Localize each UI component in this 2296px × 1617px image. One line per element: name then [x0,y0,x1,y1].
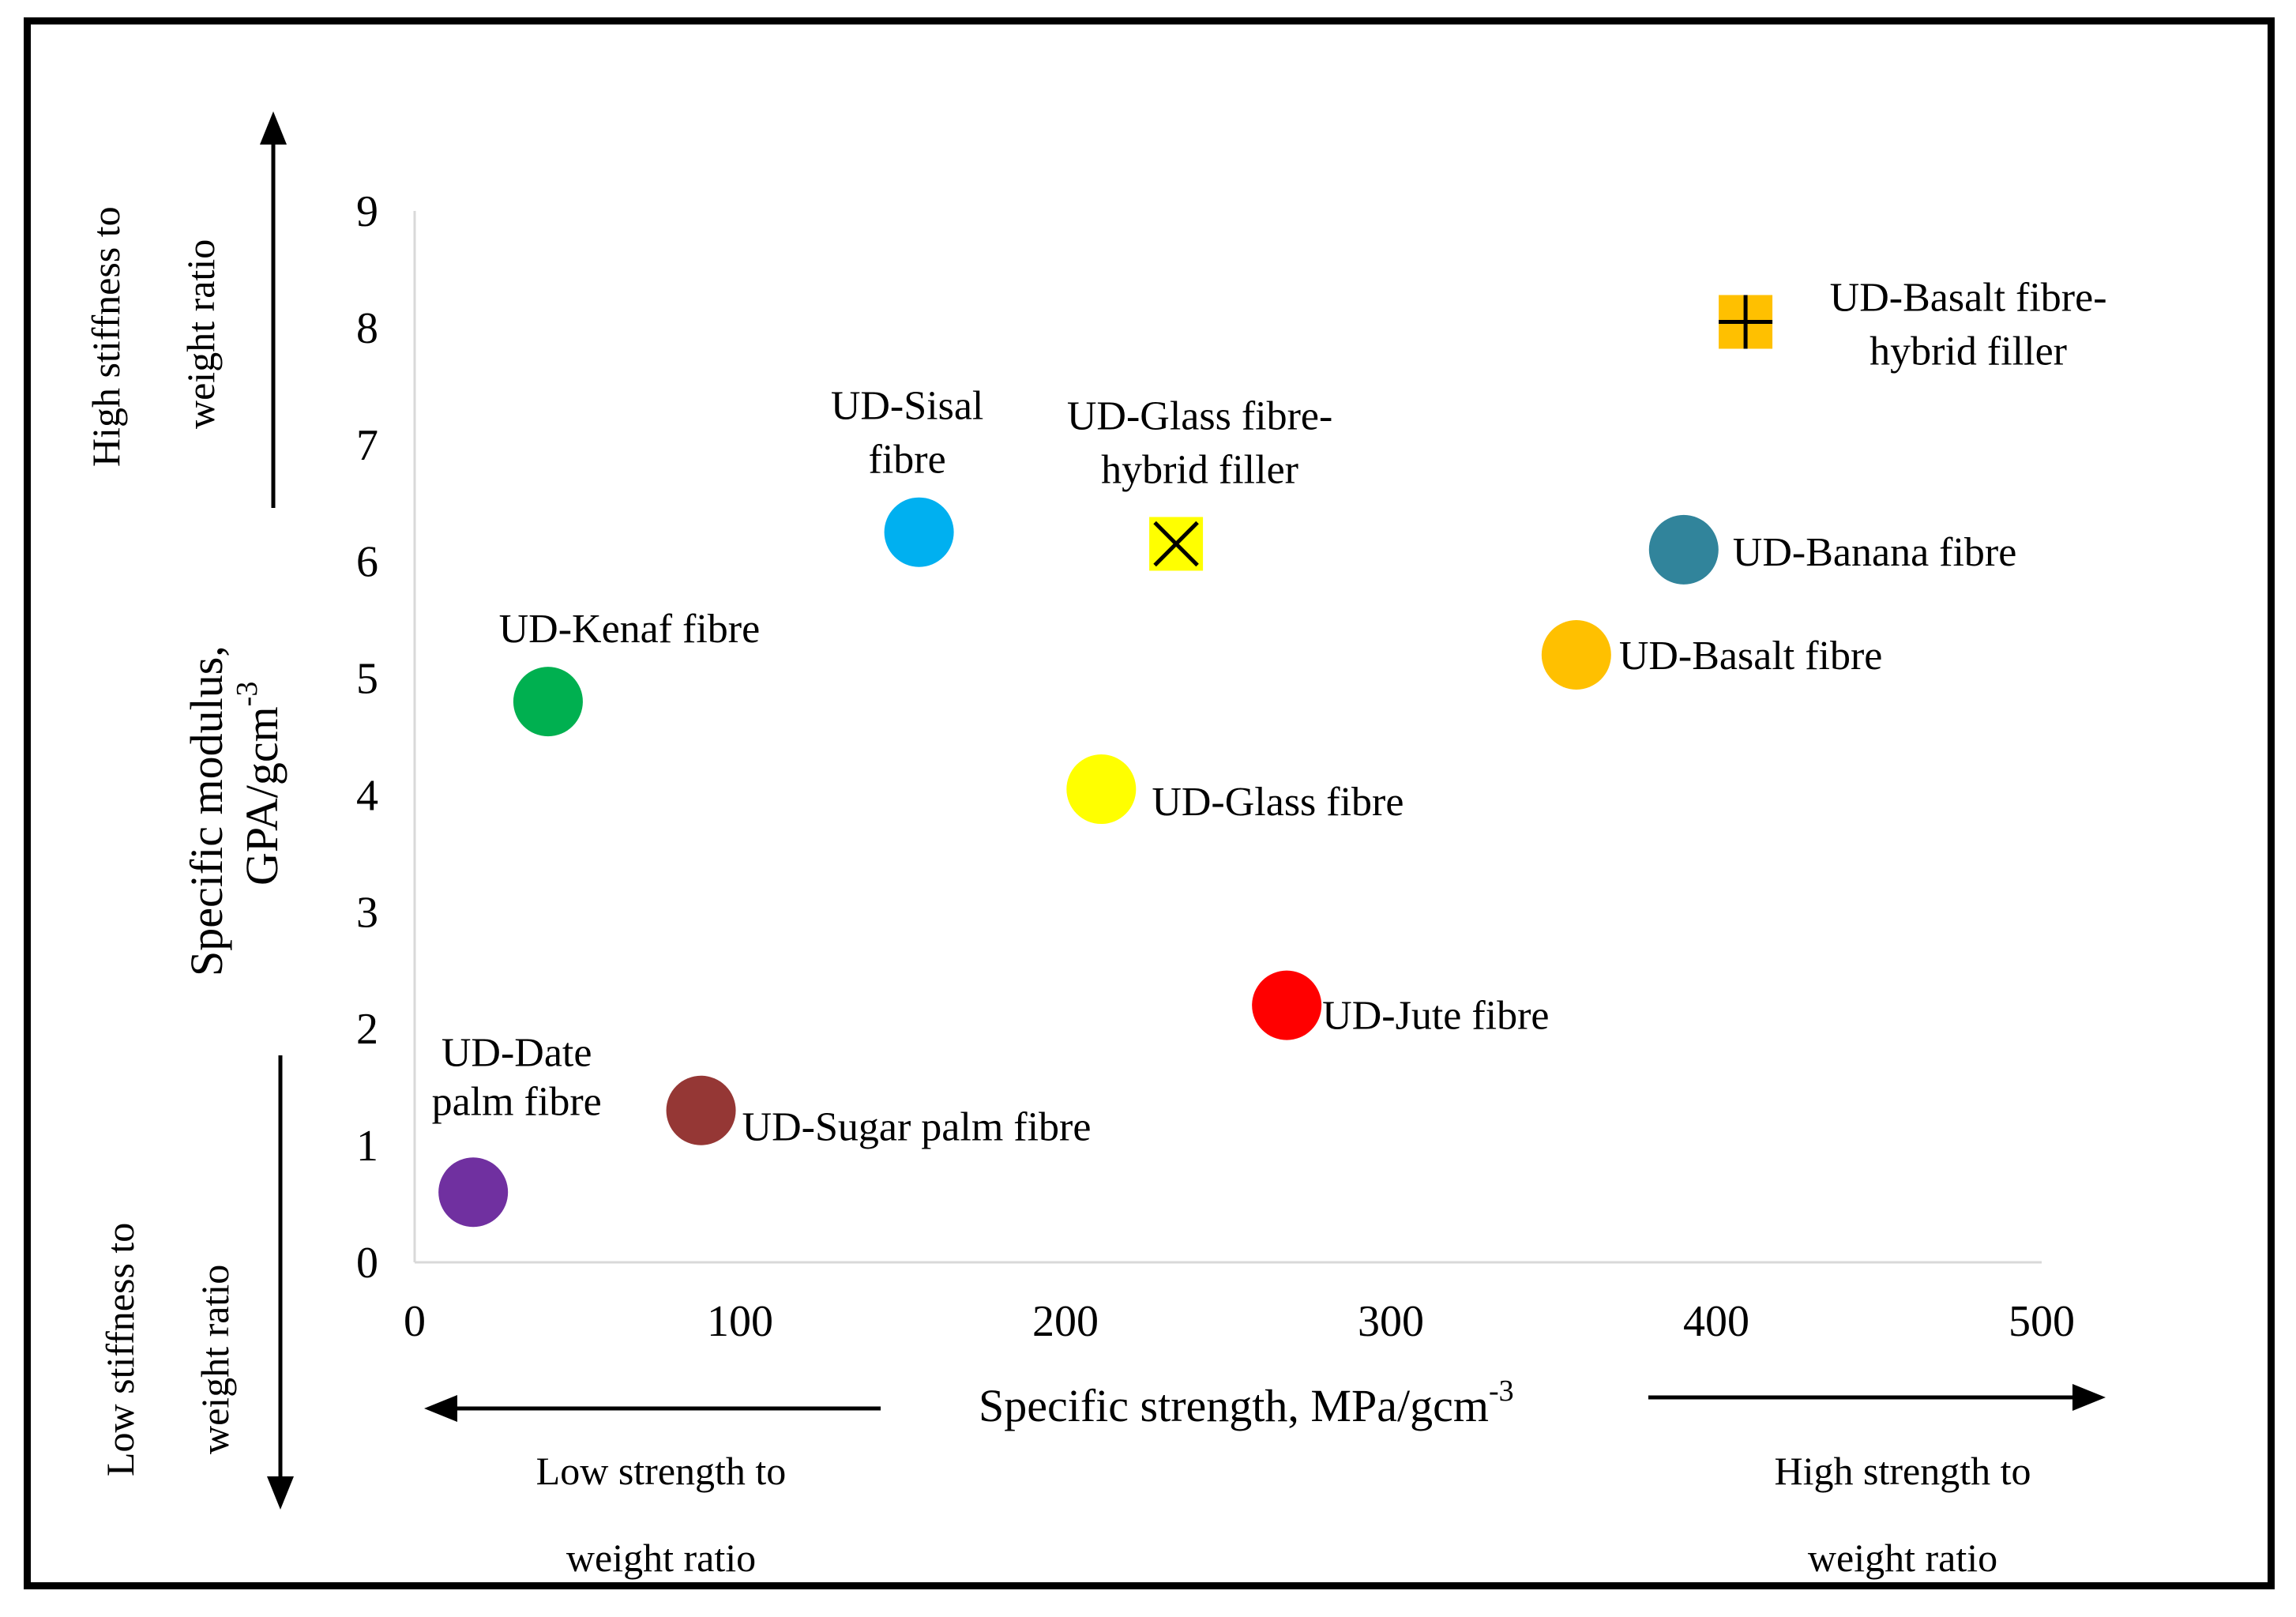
data-label-line: UD-Sugar palm fibre [742,1105,1092,1150]
y-tick-labels: 0 1 2 3 4 5 6 7 8 9 [356,187,378,1288]
y-axis-title-line2-group: GPA/gcm-3 [231,682,287,886]
high-strength-line1: High strength to [1775,1449,2031,1493]
data-point [1066,754,1137,825]
low-stiffness-label: Low stiffness to weight ratio [98,1223,237,1476]
data-points [438,295,1773,1228]
data-label-line: UD-Banana fibre [1733,530,2017,575]
data-label: UD-Kenaf fibre [499,607,761,652]
data-label: UD-Glass fibre [1152,780,1404,825]
low-stiffness-arrowhead [267,1476,294,1510]
x-tick-labels: 0 100 200 300 400 500 [404,1297,2075,1346]
x-tick-label: 300 [1358,1297,1424,1346]
y-tick-label: 8 [356,304,378,353]
data-point [884,497,954,567]
cross-mark [1153,521,1199,567]
x-tick-label: 0 [404,1297,426,1346]
data-label: UD-Sisal fibre [831,384,984,483]
y-axis-title-superscript: -3 [231,682,264,707]
data-label: UD-Jute fibre [1322,994,1549,1039]
low-strength-line2: weight ratio [566,1536,756,1580]
y-tick-label: 7 [356,421,378,470]
data-point [1541,619,1611,690]
data-point [513,667,583,737]
y-axis-title-line2: GPA/gcm-3 [231,682,287,886]
data-label: UD-Glass fibre-hybrid filler [1067,393,1332,492]
data-label: UD-Basalt fibre [1619,634,1883,679]
y-tick-label: 2 [356,1005,378,1054]
data-point [666,1075,736,1145]
y-tick-label: 5 [356,655,378,704]
data-label-line: UD-Basalt fibre [1619,634,1883,679]
x-tick-label: 200 [1032,1297,1099,1346]
y-tick-label: 3 [356,888,378,937]
data-label-line: UD-Jute fibre [1322,994,1549,1039]
data-label-line: palm fibre [432,1079,602,1124]
high-stiffness-line1: High stiffness to [84,206,128,467]
scatter-chart: 0 1 2 3 4 5 6 7 8 9 0 100 200 300 400 500 Specific str… [84,111,2107,1580]
data-label: UD-Sugar palm fibre [742,1105,1092,1150]
x-tick-label: 400 [1683,1297,1749,1346]
data-label-line: hybrid filler [1869,329,2067,374]
data-label-line: hybrid filler [1101,447,1298,492]
high-stiffness-arrowhead [260,111,287,145]
y-tick-label: 1 [356,1122,378,1171]
y-tick-label: 0 [356,1239,378,1288]
data-point [438,1157,509,1228]
data-point [1648,514,1719,585]
data-label: UD-Banana fibre [1733,530,2017,575]
x-axis-title-text: Specific strength, MPa/gcm [979,1380,1489,1431]
data-label-line: UD-Glass fibre [1152,780,1404,825]
high-strength-arrowhead [2072,1384,2106,1411]
x-tick-label: 100 [707,1297,773,1346]
data-label: UD-Date palm fibre [432,1030,602,1124]
data-label-line: UD-Glass fibre- [1067,393,1332,438]
high-stiffness-line2: weight ratio [178,239,223,429]
data-label-line: UD-Kenaf fibre [499,607,761,652]
data-point-square [1149,517,1204,571]
high-stiffness-label: High stiffness to weight ratio [84,206,223,467]
data-label: UD-Basalt fibre-hybrid filler [1830,275,2107,374]
chart-frame: 0 1 2 3 4 5 6 7 8 9 0 100 200 300 400 500 Specific str… [24,17,2275,1589]
data-label-line: UD-Basalt fibre- [1830,275,2107,320]
x-tick-label: 500 [2009,1297,2075,1346]
data-label-line: UD-Date [442,1030,592,1075]
low-strength-arrowhead [424,1395,457,1422]
data-point-square [1719,295,1773,349]
y-tick-label: 4 [356,771,378,820]
data-point [1252,970,1322,1040]
data-label-line: fibre [869,438,946,483]
data-labels: UD-Date palm fibre UD-Sugar palm fibre UD-K… [432,275,2107,1149]
low-stiffness-line1: Low stiffness to [98,1223,142,1476]
y-tick-label: 6 [356,538,378,587]
data-label-line: UD-Sisal [831,384,984,429]
y-tick-label: 9 [356,187,378,236]
y-axis-title-line1: Specific modulus, [181,645,232,976]
x-axis-title: Specific strength, MPa/gcm-3 [979,1374,1514,1431]
low-stiffness-line2: weight ratio [193,1265,237,1454]
y-axis-title: Specific modulus, [181,645,232,976]
x-axis-title-superscript: -3 [1489,1374,1514,1408]
y-axis-title-unit: GPA/gcm [236,706,287,886]
high-strength-line2: weight ratio [1808,1536,1997,1580]
low-strength-line1: Low strength to [536,1449,787,1493]
